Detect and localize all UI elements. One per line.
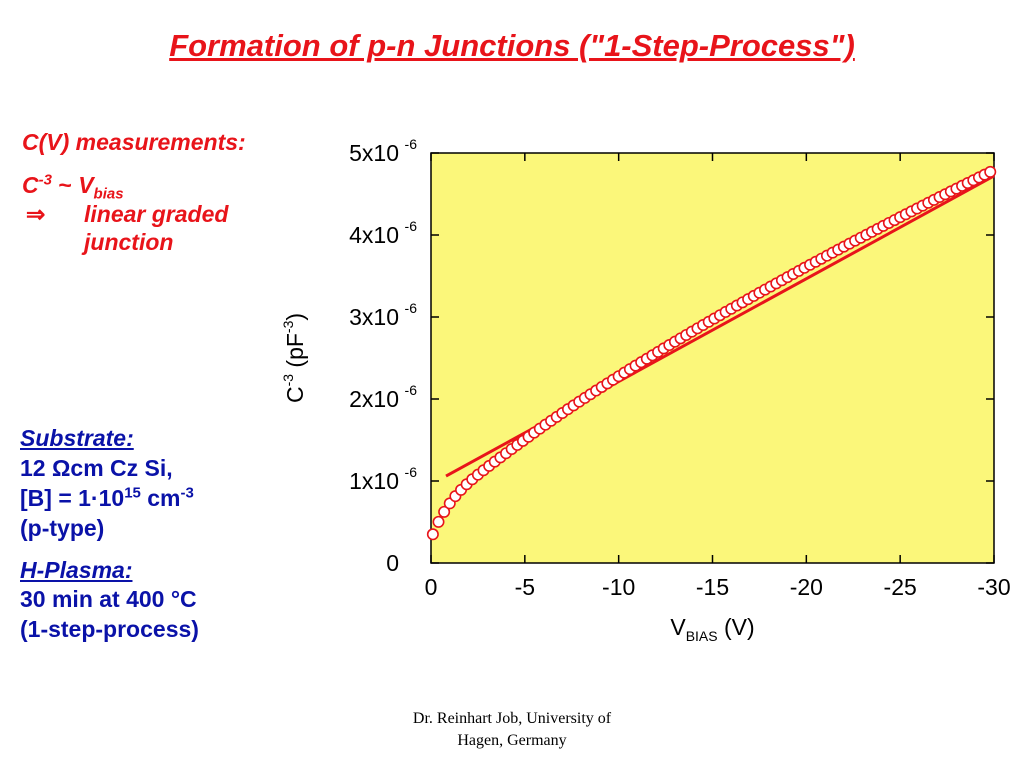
- implies-text-2: junction: [84, 229, 174, 256]
- y-axis-label-unit-exp: -3: [280, 320, 296, 333]
- y-tick-label: 1x10: [349, 468, 399, 494]
- y-tick-exponent: -6: [405, 382, 418, 398]
- slide-title: Formation of p-n Junctions ("1-Step-Proc…: [169, 28, 855, 63]
- y-axis-label-close: ): [282, 313, 308, 321]
- footer-line-2: Hagen, Germany: [457, 731, 567, 749]
- doping-unit-exponent: -3: [180, 484, 194, 502]
- y-tick-exponent: -6: [405, 136, 418, 152]
- doping-unit: cm: [140, 484, 181, 511]
- y-tick-exponent: -6: [405, 464, 418, 480]
- y-tick-label: 3x10: [349, 304, 399, 330]
- x-axis-label-sub: BIAS: [686, 628, 718, 644]
- data-point: [432, 515, 445, 528]
- x-tick-label: -20: [790, 574, 823, 600]
- x-tick-label: -5: [515, 574, 535, 600]
- x-tick-label: -30: [977, 574, 1010, 600]
- substrate-resistivity: 12 Ωcm Cz Si,: [20, 454, 173, 481]
- x-tick-label: -25: [884, 574, 917, 600]
- doping-value: [B] = 1·10: [20, 484, 125, 511]
- implies-text: linear graded: [84, 200, 229, 227]
- y-tick-label: 2x10: [349, 386, 399, 412]
- y-axis-label-unit: (pF: [282, 333, 308, 374]
- x-axis-label-unit: (V): [718, 614, 755, 640]
- x-tick-label: -10: [602, 574, 635, 600]
- y-tick-label: 4x10: [349, 222, 399, 248]
- ticks-layer: [430, 152, 995, 564]
- data-point: [426, 528, 439, 541]
- implies-line: ⇒ linear graded: [22, 200, 312, 229]
- doping-exponent: 15: [124, 484, 141, 502]
- x-axis-label: VBIAS (V): [670, 614, 754, 644]
- relation-c: C: [22, 171, 39, 198]
- y-tick-exponent: -6: [405, 218, 418, 234]
- plasma-conditions: 30 min at 400 °C: [20, 586, 197, 613]
- substrate-type: (p-type): [20, 514, 105, 541]
- sample-notes: Substrate: 12 Ωcm Cz Si, [B] = 1·1015 cm…: [20, 424, 320, 645]
- tick-labels-layer: 0 -5 -10 -15 -20 -25 -30 0 1x10 -6 2x10 -6 3x10 -6 4x1…: [349, 136, 1011, 600]
- relation-subscript: bias: [93, 185, 124, 203]
- y-axis-label: C-3 (pF-3): [280, 313, 308, 403]
- cv-measurement-text: (V) measurements:: [38, 129, 246, 155]
- y-tick-exponent: -6: [405, 300, 418, 316]
- x-tick-label: -15: [696, 574, 729, 600]
- substrate-doping: [B] = 1·1015 cm-3: [20, 484, 320, 514]
- y-tick-label: 5x10: [349, 140, 399, 166]
- implies-arrow-icon: ⇒: [26, 200, 46, 227]
- c-symbol: C: [22, 129, 39, 155]
- cv-measurement-heading: C(V) measurements:: [22, 128, 312, 157]
- relation-v: V: [78, 171, 94, 198]
- y-axis-label-main: C: [282, 386, 308, 403]
- footer-line-1: Dr. Reinhart Job, University of: [412, 710, 612, 727]
- plasma-process: (1-step-process): [20, 616, 199, 643]
- data-point: [438, 505, 451, 518]
- points-layer: [426, 165, 997, 541]
- substrate-heading: Substrate:: [20, 425, 134, 451]
- x-axis-label-main: V: [670, 614, 686, 640]
- relation-exponent: -3: [38, 171, 52, 189]
- y-tick-label: 0: [386, 550, 399, 576]
- plasma-heading: H-Plasma:: [20, 556, 133, 583]
- x-tick-label: 0: [425, 574, 438, 600]
- cv-notes: C(V) measurements: C-3 ~ Vbias ⇒ linear g…: [22, 128, 312, 257]
- y-axis-label-exp: -3: [280, 374, 296, 387]
- relation-tilde: ~: [51, 171, 79, 198]
- data-point: [984, 165, 997, 178]
- relation-line: C-3 ~ Vbias: [22, 171, 312, 203]
- author-footer: Dr. Reinhart Job, University of Hagen, G…: [380, 708, 644, 751]
